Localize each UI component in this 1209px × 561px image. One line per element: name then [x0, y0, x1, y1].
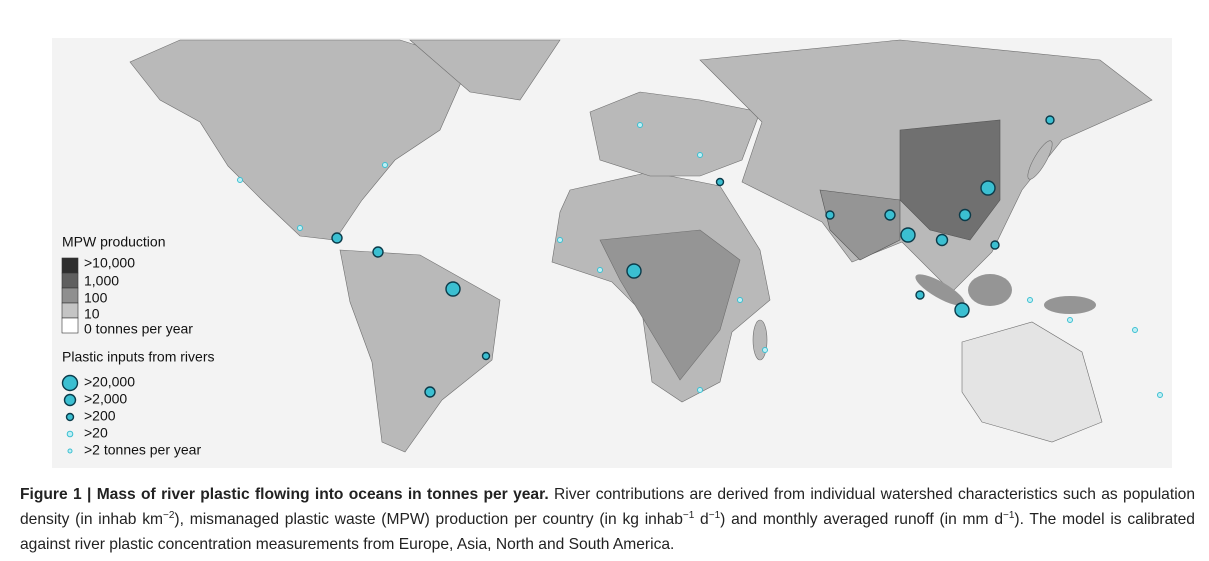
legend-label: >20 [84, 425, 108, 441]
madagascar [752, 319, 768, 361]
legend-circle [61, 374, 79, 392]
legend-label: >10,000 [84, 255, 135, 271]
river-dot [424, 386, 436, 398]
river-dot [1067, 317, 1073, 323]
legend-swatch [61, 257, 79, 274]
caption-text: ) and monthly averaged runoff (in mm d [720, 511, 1003, 528]
legend-swatch [61, 272, 79, 289]
figure-map: MPW production >10,000 1,000 100 10 0 to… [52, 38, 1172, 468]
river-dot [900, 227, 916, 243]
river-dot [935, 233, 949, 247]
river-dot [445, 281, 461, 297]
south-asia-dense [819, 189, 901, 261]
river-dot [331, 232, 343, 244]
river-dot [1132, 327, 1138, 333]
figure-caption: Figure 1 | Mass of river plastic flowing… [20, 482, 1195, 557]
river-dot [715, 177, 725, 187]
river-dot [1045, 115, 1055, 125]
river-dot [372, 246, 384, 258]
legend-label: >200 [84, 408, 116, 424]
river-dot [915, 290, 925, 300]
river-dot [1157, 392, 1163, 398]
river-dot [737, 297, 743, 303]
legend: MPW production >10,000 1,000 100 10 0 to… [61, 234, 214, 458]
legend-label: >20,000 [84, 374, 135, 390]
legend-title: Plastic inputs from rivers [62, 349, 214, 365]
legend-circle [67, 448, 73, 454]
river-dot [1027, 297, 1033, 303]
caption-text: d [694, 511, 709, 528]
legend-circle [65, 412, 75, 422]
legend-label: 1,000 [84, 273, 119, 289]
caption-superscript: −1 [682, 509, 695, 521]
river-dot [697, 387, 703, 393]
river-dot [597, 267, 603, 273]
japan [1027, 140, 1053, 180]
borneo [968, 274, 1012, 306]
legend-label: >2,000 [84, 391, 127, 407]
caption-text: ), mismanaged plastic waste (MPW) produc… [174, 511, 683, 528]
caption-text: ). The model is calibrated against river… [20, 511, 1195, 553]
legend-label: 0 tonnes per year [84, 321, 193, 337]
river-dot [958, 208, 972, 222]
river-dot [954, 302, 970, 318]
south-america [339, 249, 501, 453]
river-dot [884, 209, 896, 221]
legend-swatch [61, 287, 79, 304]
greenland [409, 39, 561, 101]
river-dot [626, 263, 642, 279]
caption-superscript: −1 [1003, 509, 1015, 521]
legend-circle [63, 393, 77, 407]
legend-title: MPW production [62, 234, 165, 250]
caption-label: Figure 1 | Mass of river plastic flowing… [20, 486, 549, 503]
caption-superscript: −2 [163, 509, 175, 521]
caption-text: River contributions are derived from ind… [20, 486, 1196, 528]
river-dot [382, 162, 388, 168]
legend-circle [66, 430, 74, 438]
river-dot [990, 240, 1000, 250]
australia [961, 321, 1103, 443]
river-inputs [237, 115, 1163, 398]
river-dot [980, 180, 996, 196]
river-dot [237, 177, 243, 183]
river-dot [297, 225, 303, 231]
river-dot [825, 210, 835, 220]
legend-label: >2 tonnes per year [84, 442, 201, 458]
river-dot [697, 152, 703, 158]
river-dot [481, 351, 491, 361]
legend-swatch [61, 317, 79, 334]
river-dot [637, 122, 643, 128]
caption-superscript: −1 [708, 509, 721, 521]
legend-label: 100 [84, 290, 108, 306]
legend-label: 10 [84, 306, 100, 322]
river-dot [557, 237, 563, 243]
europe [589, 91, 761, 177]
river-dot [762, 347, 768, 353]
legend-swatch [61, 302, 79, 319]
sumatra [915, 274, 965, 306]
new-guinea [1044, 296, 1096, 314]
